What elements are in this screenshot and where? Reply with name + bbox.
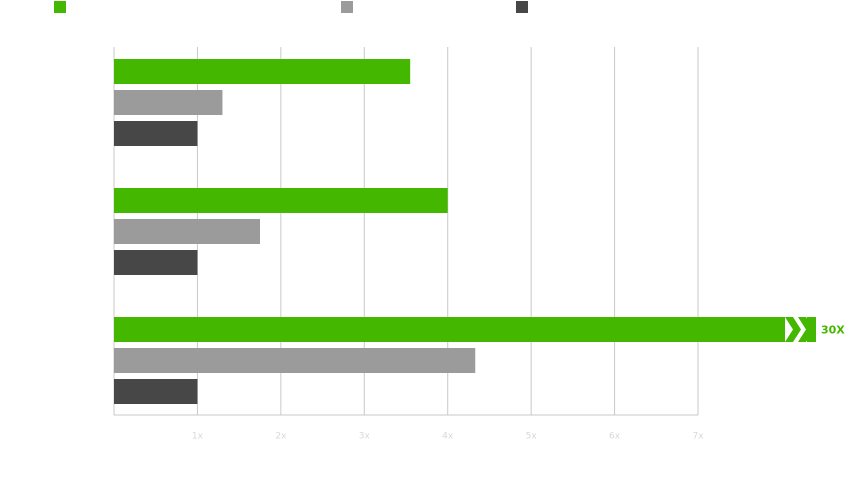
legend-swatch <box>516 1 528 13</box>
x-tick-label: 4x <box>442 432 454 442</box>
x-tick-label: 3x <box>359 432 371 442</box>
bar <box>114 250 198 275</box>
bar <box>114 317 785 342</box>
bar <box>114 121 198 146</box>
bar <box>114 348 476 373</box>
bar <box>114 59 411 84</box>
bar <box>114 90 223 115</box>
break-end <box>807 317 816 342</box>
x-tick-label: 6x <box>609 432 621 442</box>
legend-swatch <box>341 1 353 13</box>
x-tick-label: 5x <box>526 432 538 442</box>
value-label: 30X <box>821 324 845 337</box>
bar <box>114 219 260 244</box>
x-tick-label: 7x <box>692 432 704 442</box>
legend-swatch <box>54 1 66 13</box>
bar <box>114 188 448 213</box>
x-tick-label: 2x <box>275 432 287 442</box>
break-chevron <box>785 317 801 342</box>
x-tick-label: 1x <box>192 432 204 442</box>
bar <box>114 379 198 404</box>
